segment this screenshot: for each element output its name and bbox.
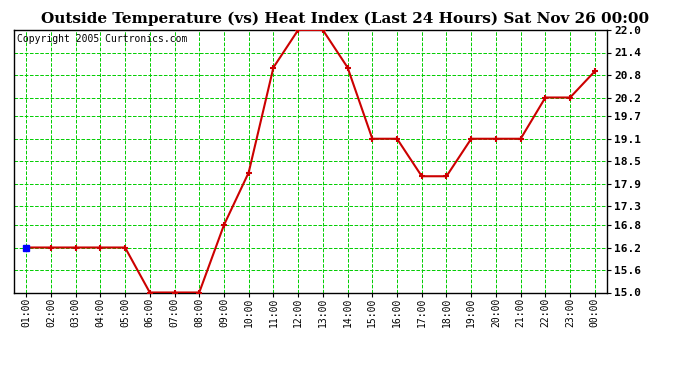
Text: Outside Temperature (vs) Heat Index (Last 24 Hours) Sat Nov 26 00:00: Outside Temperature (vs) Heat Index (Las… xyxy=(41,11,649,26)
Text: Copyright 2005 Curtronics.com: Copyright 2005 Curtronics.com xyxy=(17,34,187,44)
